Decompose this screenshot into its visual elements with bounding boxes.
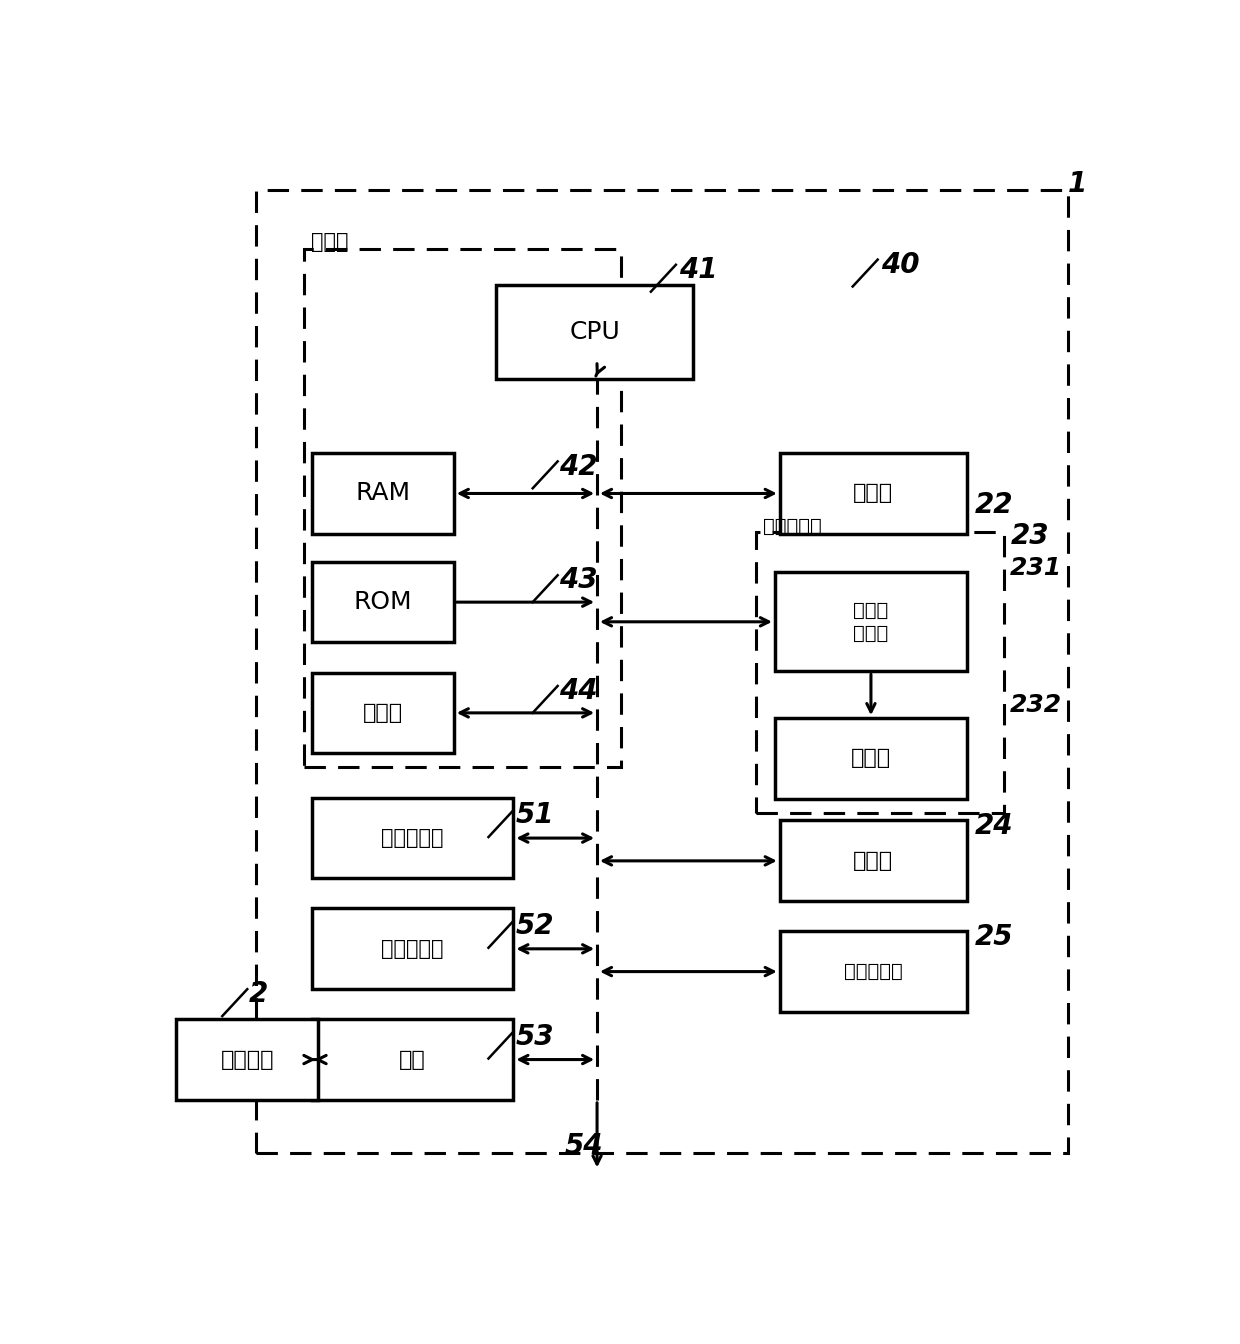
- Text: 231: 231: [1011, 556, 1063, 581]
- FancyBboxPatch shape: [311, 1019, 513, 1099]
- Text: 2: 2: [249, 980, 268, 1008]
- Text: 记录头: 记录头: [851, 749, 892, 769]
- Text: 22: 22: [975, 491, 1013, 519]
- Text: 43: 43: [558, 566, 598, 594]
- Text: 外部装置: 外部装置: [221, 1050, 274, 1070]
- Text: 输送驱动部: 输送驱动部: [381, 828, 444, 848]
- FancyBboxPatch shape: [775, 573, 967, 672]
- Text: 41: 41: [678, 255, 717, 284]
- Text: 存储部: 存储部: [362, 703, 403, 723]
- Text: 53: 53: [516, 1023, 554, 1051]
- Text: 加热部: 加热部: [853, 484, 893, 504]
- Text: 定影部: 定影部: [853, 851, 893, 871]
- FancyBboxPatch shape: [780, 453, 967, 534]
- FancyBboxPatch shape: [775, 718, 967, 798]
- Text: RAM: RAM: [355, 481, 410, 505]
- Text: 42: 42: [558, 453, 598, 481]
- Text: 40: 40: [880, 251, 919, 278]
- Text: 1: 1: [1068, 171, 1087, 198]
- Text: 23: 23: [1011, 521, 1049, 550]
- Text: 记录头单元: 记录头单元: [764, 517, 822, 536]
- FancyBboxPatch shape: [780, 820, 967, 902]
- Text: ROM: ROM: [353, 590, 412, 614]
- FancyBboxPatch shape: [311, 453, 454, 534]
- Text: 44: 44: [558, 677, 598, 706]
- Text: 操作显示部: 操作显示部: [381, 939, 444, 958]
- FancyBboxPatch shape: [311, 562, 454, 642]
- Text: 控制部: 控制部: [311, 233, 348, 253]
- FancyBboxPatch shape: [255, 191, 1068, 1153]
- Text: 52: 52: [516, 913, 554, 939]
- Text: 25: 25: [975, 923, 1013, 952]
- Text: 记录头
驱动部: 记录头 驱动部: [853, 601, 889, 642]
- FancyBboxPatch shape: [496, 285, 693, 379]
- FancyBboxPatch shape: [311, 909, 513, 989]
- Text: CPU: CPU: [569, 320, 620, 344]
- FancyBboxPatch shape: [176, 1019, 319, 1099]
- Text: 54: 54: [564, 1133, 603, 1160]
- Text: 24: 24: [975, 812, 1013, 840]
- FancyBboxPatch shape: [311, 798, 513, 879]
- FancyBboxPatch shape: [755, 532, 1003, 813]
- Text: 51: 51: [516, 801, 554, 829]
- FancyBboxPatch shape: [780, 931, 967, 1012]
- Text: 图像读取部: 图像读取部: [844, 962, 903, 981]
- FancyBboxPatch shape: [304, 249, 621, 766]
- FancyBboxPatch shape: [311, 672, 454, 753]
- Text: 接口: 接口: [399, 1050, 425, 1070]
- Text: 232: 232: [1011, 692, 1063, 716]
